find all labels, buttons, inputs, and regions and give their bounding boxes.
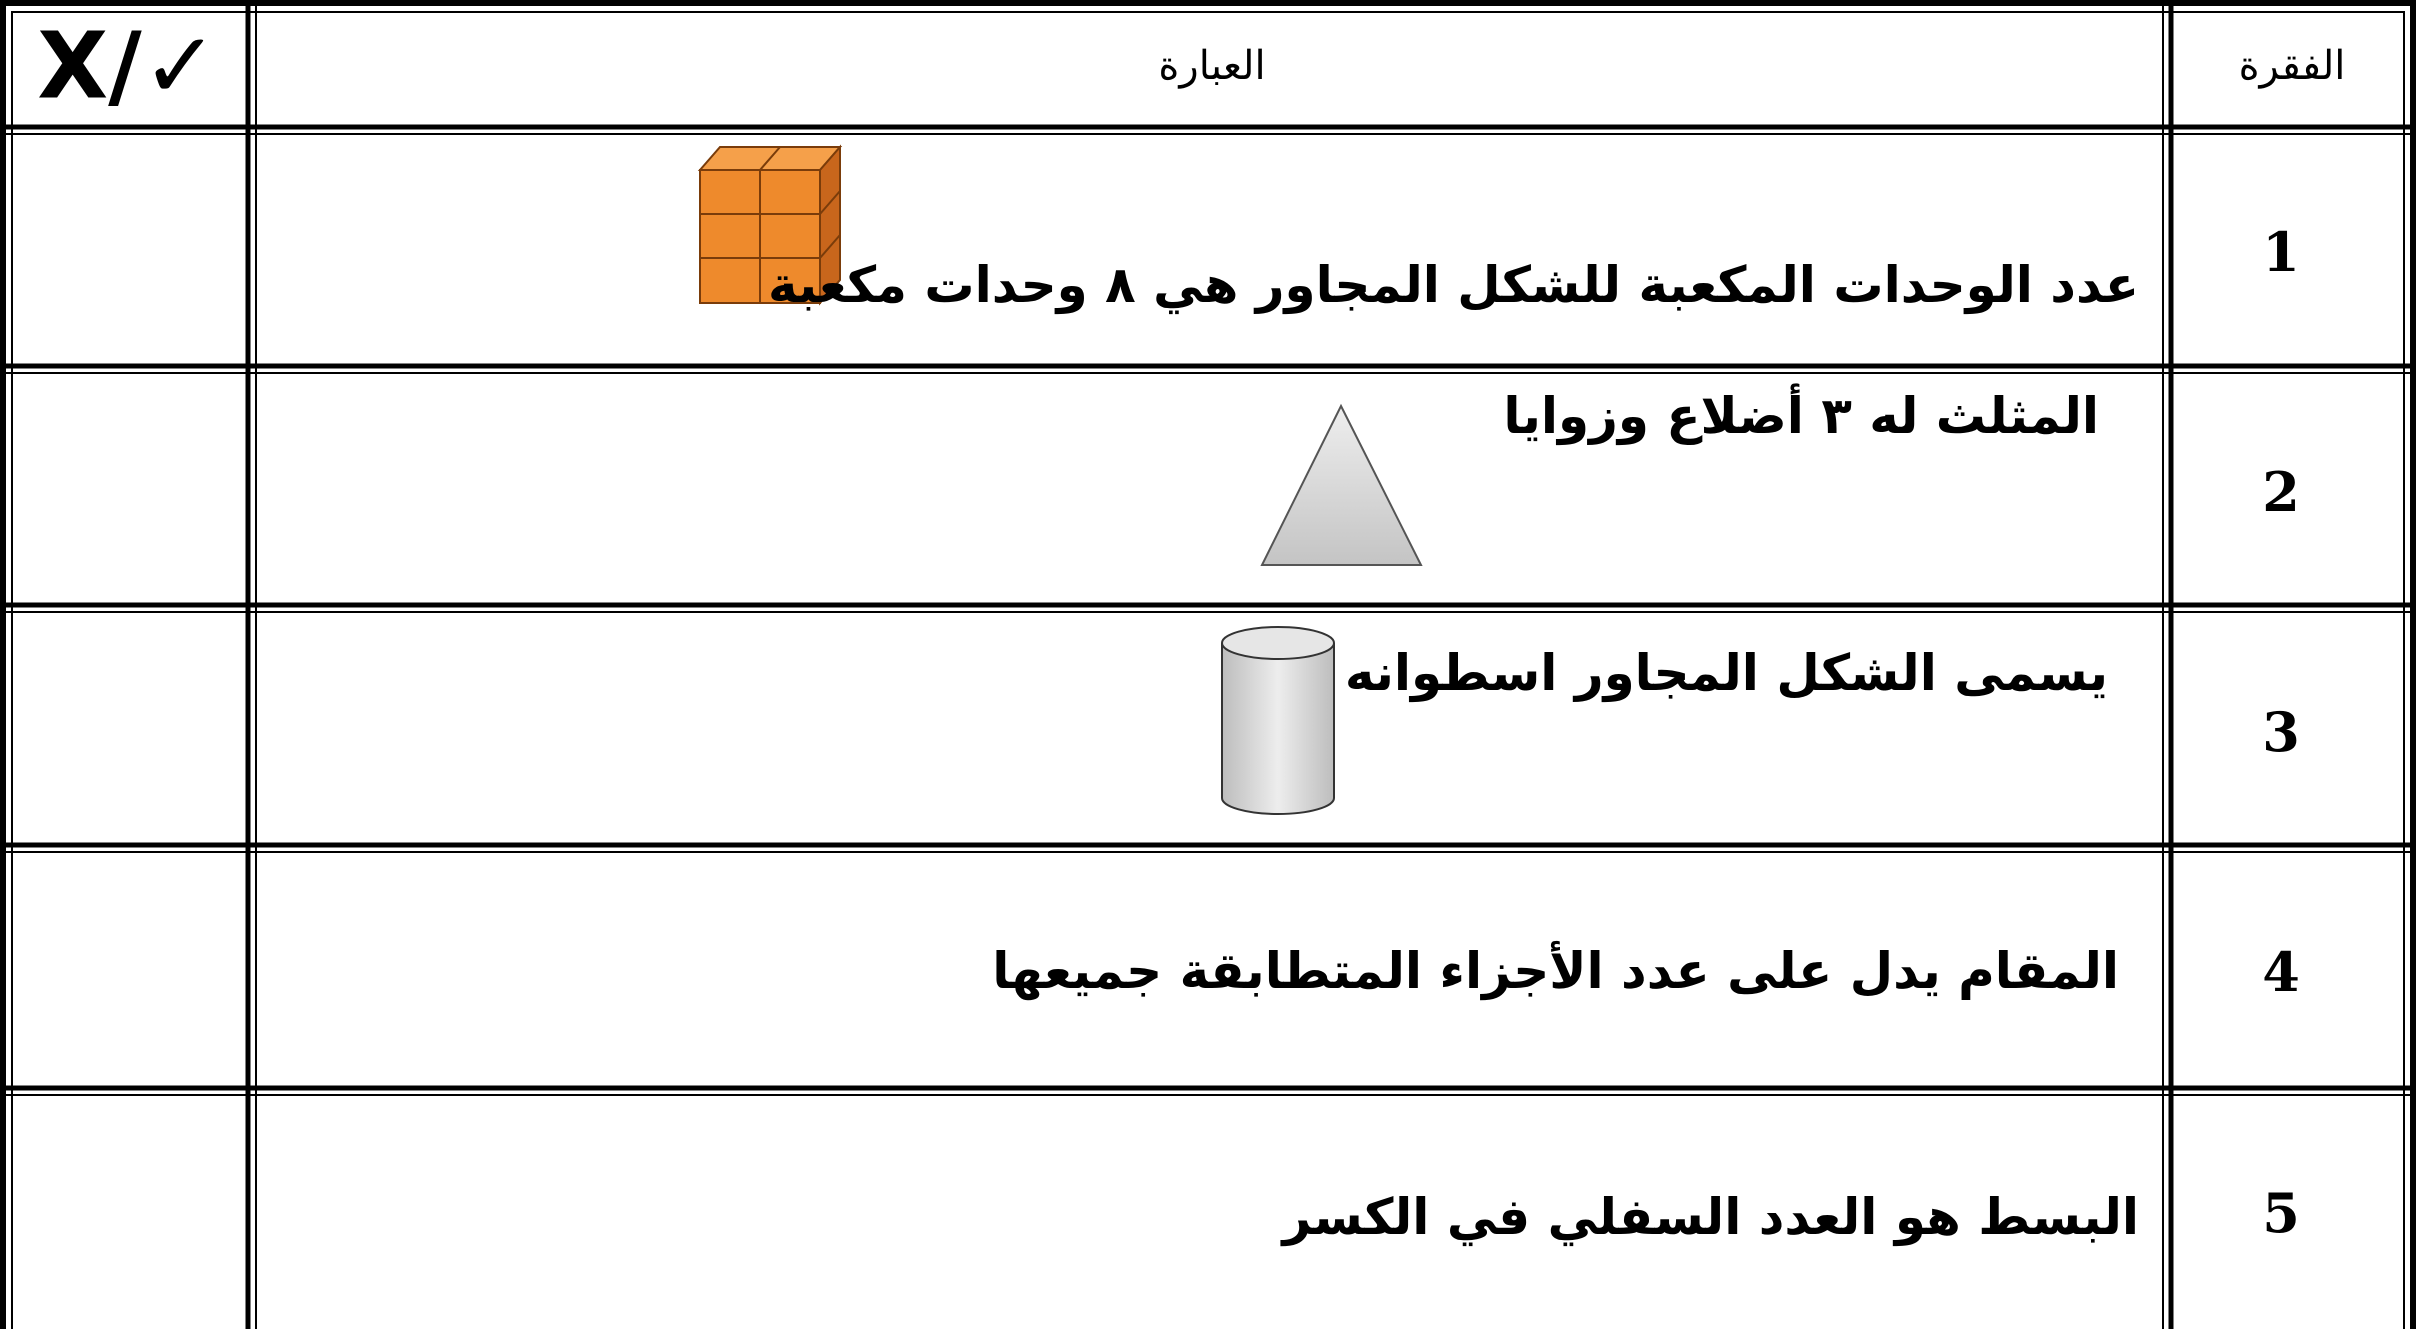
cube-figure [697, 144, 843, 306]
cylinder-figure [1221, 626, 1335, 815]
number-header: الفقرة [2238, 43, 2346, 89]
row-statement: يسمى الشكل المجاور اسطوانه [1344, 644, 2108, 702]
row-number: 1 [2262, 220, 2300, 284]
row-statement: المثلث له ٣ أضلاع وزوايا [1503, 387, 2099, 445]
check-header: X/✓ [37, 12, 219, 120]
row-number: 2 [2262, 460, 2300, 524]
row-statement: المقام يدل على عدد الأجزاء المتطابقة جمي… [992, 942, 2119, 1000]
row-number: 4 [2262, 940, 2300, 1004]
row-number: 3 [2262, 700, 2300, 764]
row-number: 5 [2262, 1181, 2300, 1245]
triangle-figure [1260, 403, 1423, 566]
row-statement: البسط هو العدد السفلي في الكسر [1282, 1188, 2139, 1246]
statement-header: العبارة [1158, 43, 1266, 89]
row-statement: عدد الوحدات المكعبة للشكل المجاور هي ٨ و… [767, 256, 2139, 314]
